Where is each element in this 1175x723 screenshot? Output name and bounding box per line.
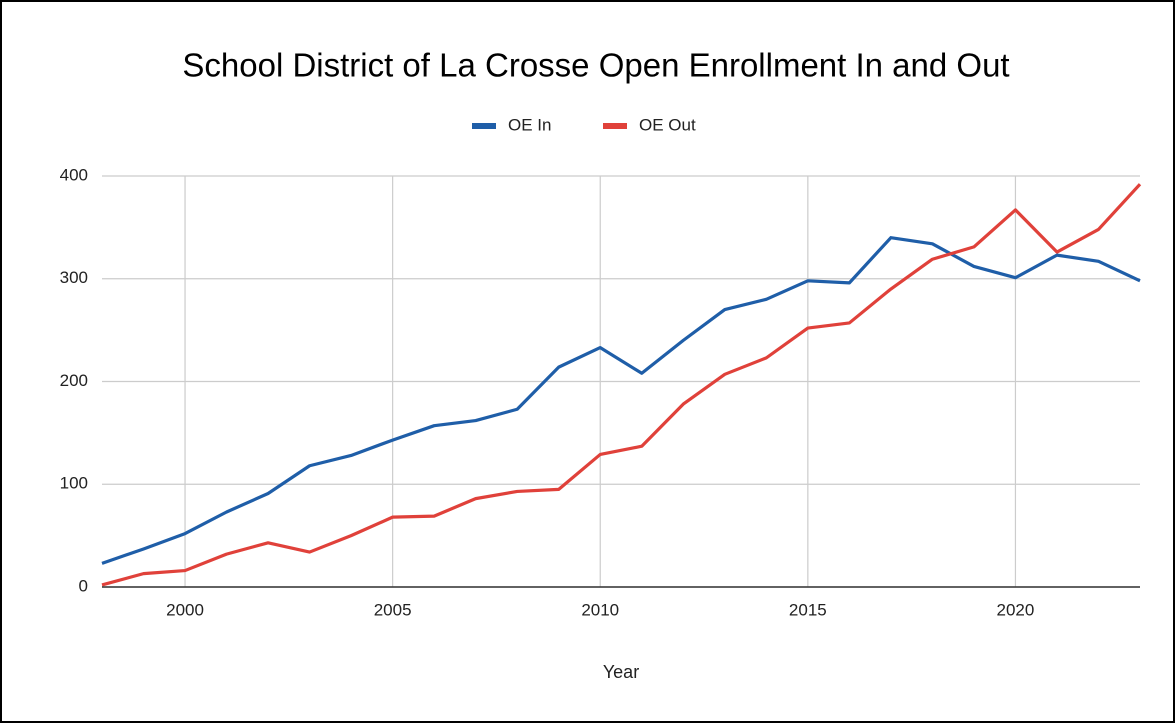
x-tick-label: 2005 [374, 600, 412, 619]
series-line [101, 183, 1142, 587]
chart-title: School District of La Crosse Open Enroll… [182, 47, 1009, 84]
x-tick-label: 2020 [997, 600, 1035, 619]
y-tick-label: 100 [60, 474, 88, 493]
legend-label: OE Out [639, 115, 696, 134]
x-tick-label: 2000 [166, 600, 204, 619]
x-tick-label: 2015 [789, 600, 827, 619]
y-tick-label: 0 [79, 576, 88, 595]
y-tick-label: 300 [60, 268, 88, 287]
y-tick-label: 400 [60, 165, 88, 184]
lines [101, 183, 1142, 587]
legend-label: OE In [508, 115, 551, 134]
x-axis-label: Year [603, 662, 639, 682]
x-tick-label: 2010 [581, 600, 619, 619]
y-tick-label: 200 [60, 371, 88, 390]
series-line [101, 236, 1141, 565]
